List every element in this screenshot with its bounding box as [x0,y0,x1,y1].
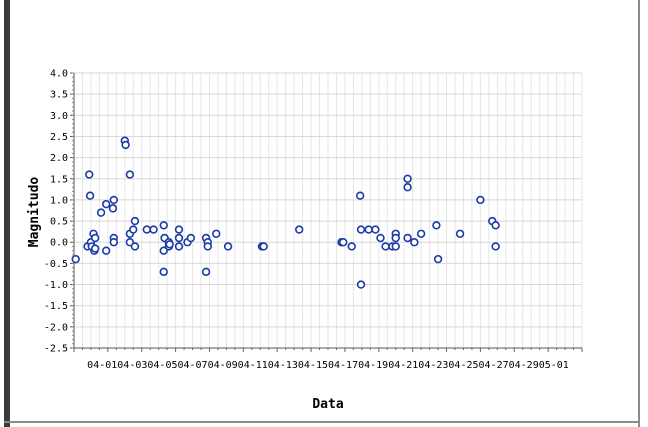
data-point [174,242,184,251]
data-point [90,233,100,243]
data-point [403,183,412,192]
data-point [203,242,212,251]
y-tick-label: 4.0 [50,69,68,80]
y-tick-label: 2.0 [50,153,68,164]
data-point [339,238,348,247]
data-point [455,229,465,238]
data-point [491,221,500,230]
y-tick-label: 1.0 [50,195,68,206]
data-point [125,170,135,179]
y-tick-label: -1.0 [44,280,68,291]
data-point [364,225,373,234]
frame-right-border [638,0,640,427]
data-point [142,225,152,234]
y-tick-label: 2.5 [50,132,68,143]
data-point [108,204,118,213]
y-tick-label: -2.5 [44,344,68,355]
y-tick-labels: 4.0 3.5 3.0 2.5 2.0 1.5 1.0 0.5 0.0 -0.5 -1.0 -1.5 -… [44,69,68,355]
data-point [476,195,485,205]
data-point [432,221,441,230]
data-point [125,238,135,247]
x-tick-labels: 04-0104-0304-0504-0704-0904-1104-1304-15… [87,360,569,371]
data-point [186,233,196,243]
data-point [433,254,443,264]
y-tick-label: 3.0 [50,111,68,122]
y-axis-title: Magnitudo [27,177,42,248]
data-point [356,280,366,289]
x-axis-tick-labels-text: 04-0104-0304-0504-0704-0904-1104-1304-15… [87,360,569,371]
data-point [130,242,140,251]
data-point [165,240,174,249]
data-point [85,191,95,200]
data-point [101,199,111,209]
data-point [376,233,385,243]
data-point [403,233,412,243]
data-point [223,242,233,251]
frame-left-border [4,0,10,427]
data-point [347,242,356,251]
data-point [391,233,400,243]
data-point [356,225,366,234]
y-tick-label: 0.5 [50,217,68,228]
y-tick-label: -1.5 [44,301,68,312]
data-point [259,242,268,251]
data-point [71,254,80,264]
data-point [159,246,168,255]
data-point [85,170,94,179]
data-point [109,195,118,205]
data-point [109,238,118,247]
data-point [201,267,211,277]
data-point [101,246,111,255]
data-point [174,225,184,234]
y-tick-label: -2.0 [44,322,68,333]
data-point [212,229,221,238]
frame-bottom-border [4,421,640,423]
data-point [121,140,130,150]
data-point [149,225,158,234]
y-tick-label: -0.5 [44,259,68,270]
grid-layer [73,72,583,349]
x-axis-title: Data [312,397,343,412]
data-point [295,225,304,234]
y-tick-label: 0.0 [50,238,68,249]
data-point [129,225,138,234]
data-point [381,242,390,251]
data-point [174,233,184,243]
data-point [96,208,106,217]
data-point [90,244,100,253]
data-point [491,242,500,251]
data-point [391,242,400,251]
data-point [403,174,412,183]
data-point [371,225,380,234]
data-point [416,229,426,238]
axis-layer [70,72,583,352]
data-point [130,216,140,226]
data-point [159,267,168,277]
y-tick-label: 1.5 [50,174,68,185]
data-point [159,221,168,230]
data-point [355,191,365,200]
y-tick-label: 3.5 [50,90,68,101]
data-point [410,238,419,247]
data-points [71,136,500,289]
